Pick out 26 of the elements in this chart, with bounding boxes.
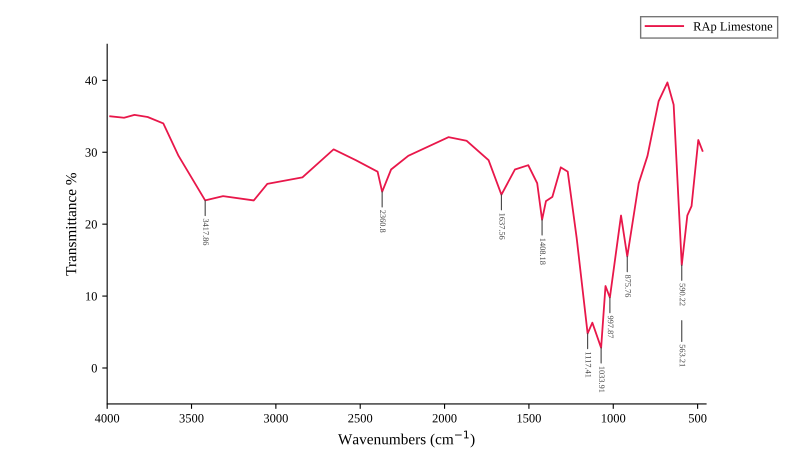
x-tick-label: 3000 xyxy=(264,414,288,422)
annotation: 1408.18 xyxy=(540,238,546,265)
x-axis-title: Wavenumbers (cm$^{−1}$) xyxy=(338,430,474,448)
x-tick-label: 1000 xyxy=(602,414,626,422)
x-tick-label: 2500 xyxy=(348,414,372,422)
y-tick-label: 20 xyxy=(85,220,97,229)
y-axis-title: Transmittance % xyxy=(66,172,76,276)
annotation: 1033.91 xyxy=(598,366,605,392)
annotation: 875.76 xyxy=(625,274,631,298)
y-tick-label: 30 xyxy=(86,148,97,157)
annotation: 1637.56 xyxy=(499,213,505,240)
x-tick-label: 4000 xyxy=(94,414,120,422)
y-tick-label: 40 xyxy=(85,76,97,85)
y-tick-label: 0 xyxy=(92,364,97,372)
x-tick-label: 3500 xyxy=(180,414,204,422)
annotation: 3417.86 xyxy=(203,218,209,246)
x-tick-label: 500 xyxy=(688,414,707,422)
y-tick-label: 10 xyxy=(86,292,97,301)
annotation: 2360.8 xyxy=(380,210,386,232)
x-tick-label: 2000 xyxy=(432,414,457,422)
legend-label: RAp Limestone xyxy=(694,22,772,34)
annotation: 590.22 xyxy=(680,284,686,306)
annotation: 997.87 xyxy=(608,316,614,338)
annotation: 1117.41 xyxy=(586,352,592,378)
annotation: 563.21 xyxy=(680,344,686,367)
x-tick-label: 1500 xyxy=(518,414,541,422)
